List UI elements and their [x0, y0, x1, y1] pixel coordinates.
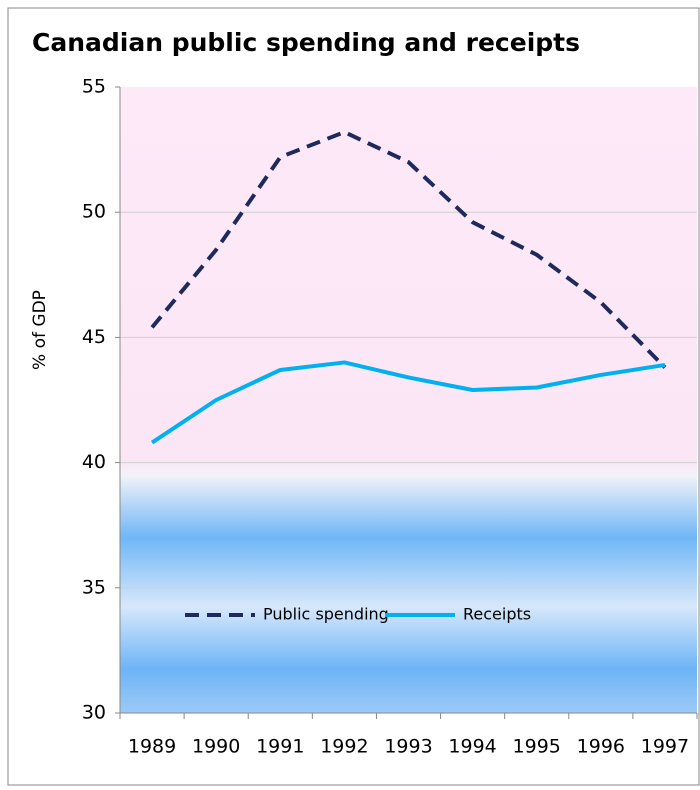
y-tick-label: 35 — [82, 576, 106, 598]
x-tick-label: 1995 — [513, 736, 561, 758]
x-tick-label: 1994 — [448, 736, 496, 758]
x-tick-label: 1992 — [320, 736, 368, 758]
plot-area — [120, 87, 697, 713]
y-tick-label: 50 — [82, 201, 106, 223]
legend-label: Receipts — [463, 605, 531, 624]
series-line — [150, 360, 666, 445]
x-tick-label: 1993 — [384, 736, 432, 758]
chart-title: Canadian public spending and receipts — [32, 28, 580, 57]
x-tick-label: 1991 — [256, 736, 304, 758]
x-tick-label: 1996 — [577, 736, 625, 758]
x-tick-label: 1989 — [128, 736, 176, 758]
legend-label: Public spending — [263, 605, 389, 624]
chart-border — [7, 7, 700, 786]
x-tick-label: 1990 — [192, 736, 240, 758]
y-tick-label: 45 — [82, 326, 106, 348]
y-axis-label: % of GDP — [30, 290, 50, 370]
y-tick-label: 55 — [82, 76, 106, 98]
x-tick-label: 1997 — [641, 736, 689, 758]
y-tick-label: 30 — [82, 702, 106, 724]
series-line — [150, 130, 667, 369]
plot-layer: 30 35 40 45 50 55 1989 1990 1991 1992 1993 1994 1995… — [82, 76, 698, 758]
y-tick-label: 40 — [82, 451, 106, 473]
